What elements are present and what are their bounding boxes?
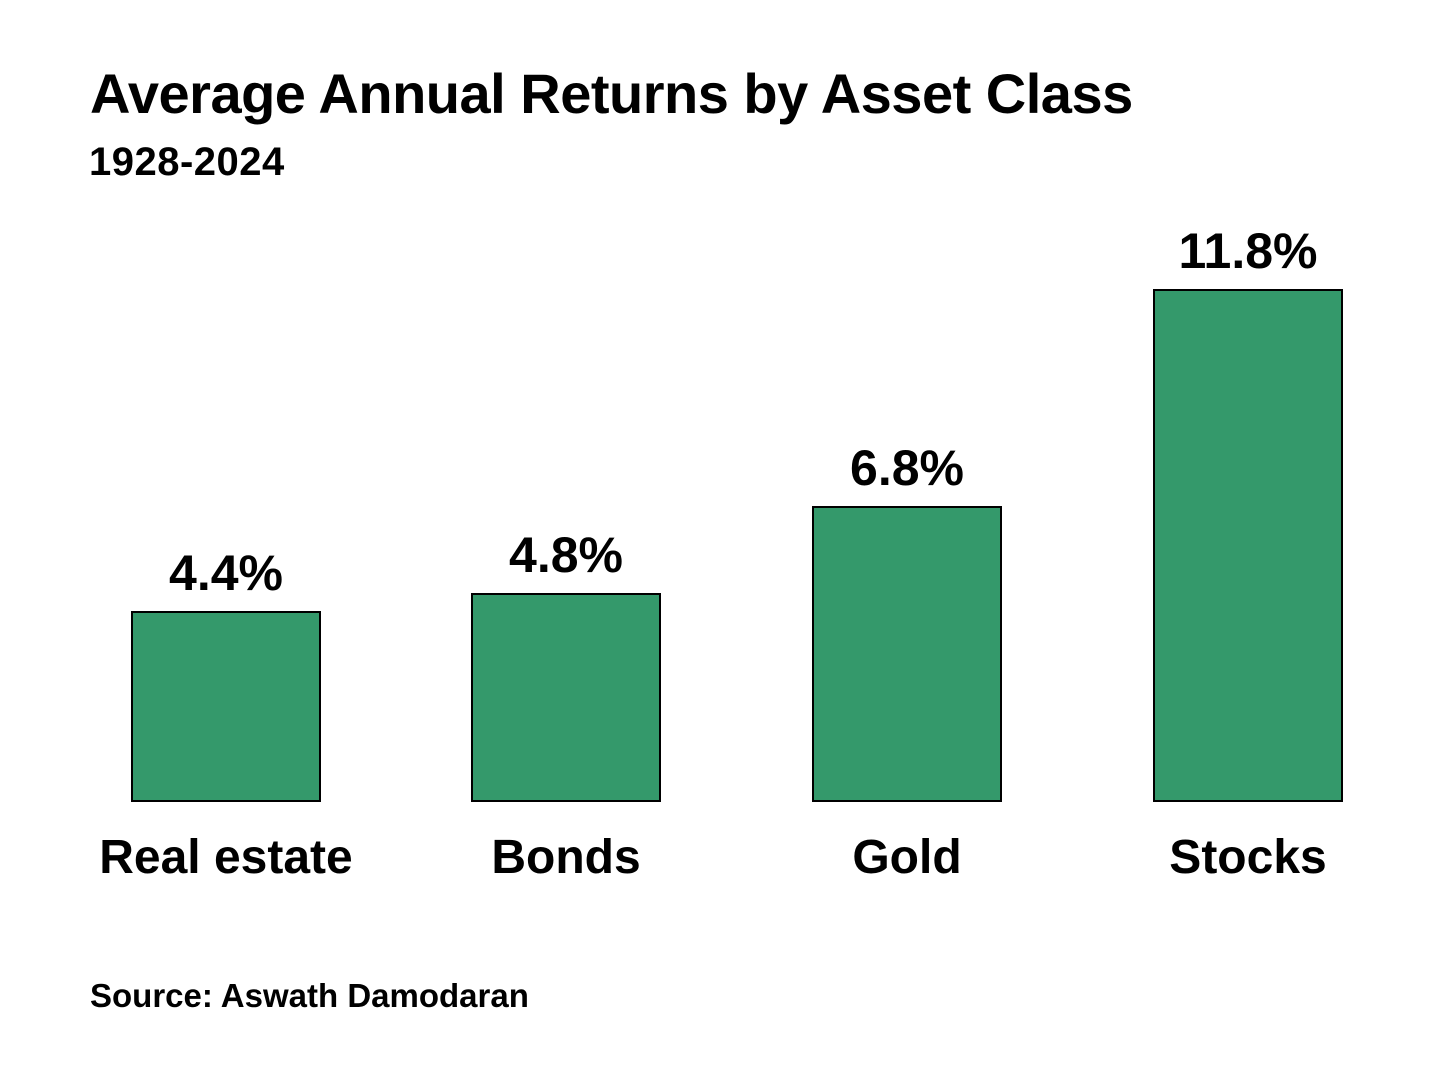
category-label-gold: Gold [852, 831, 962, 884]
category-label-bonds: Bonds [491, 831, 641, 884]
bar-group-gold: 6.8% Gold [737, 230, 1077, 882]
chart-subtitle: 1928-2024 [89, 140, 285, 184]
value-label-real-estate: 4.4% [169, 545, 283, 601]
value-label-gold: 6.8% [850, 440, 964, 496]
bar-bonds [471, 593, 661, 802]
chart-title: Average Annual Returns by Asset Class [90, 62, 1133, 125]
bar-group-real-estate: 4.4% Real estate [56, 230, 396, 882]
bar-gold [812, 506, 1002, 802]
value-label-bonds: 4.8% [509, 527, 623, 583]
value-label-stocks: 11.8% [1178, 223, 1318, 279]
bar-real-estate [131, 611, 321, 802]
bar-chart-plot-area: 4.4% Real estate 4.8% Bonds 6.8% Gold 11… [0, 226, 1456, 882]
category-label-stocks: Stocks [1169, 831, 1327, 884]
bar-group-bonds: 4.8% Bonds [396, 230, 736, 882]
source-note: Source: Aswath Damodaran [90, 977, 529, 1014]
bar-stocks [1153, 289, 1343, 802]
category-label-real-estate: Real estate [99, 831, 353, 884]
bar-group-stocks: 11.8% Stocks [1078, 226, 1418, 882]
